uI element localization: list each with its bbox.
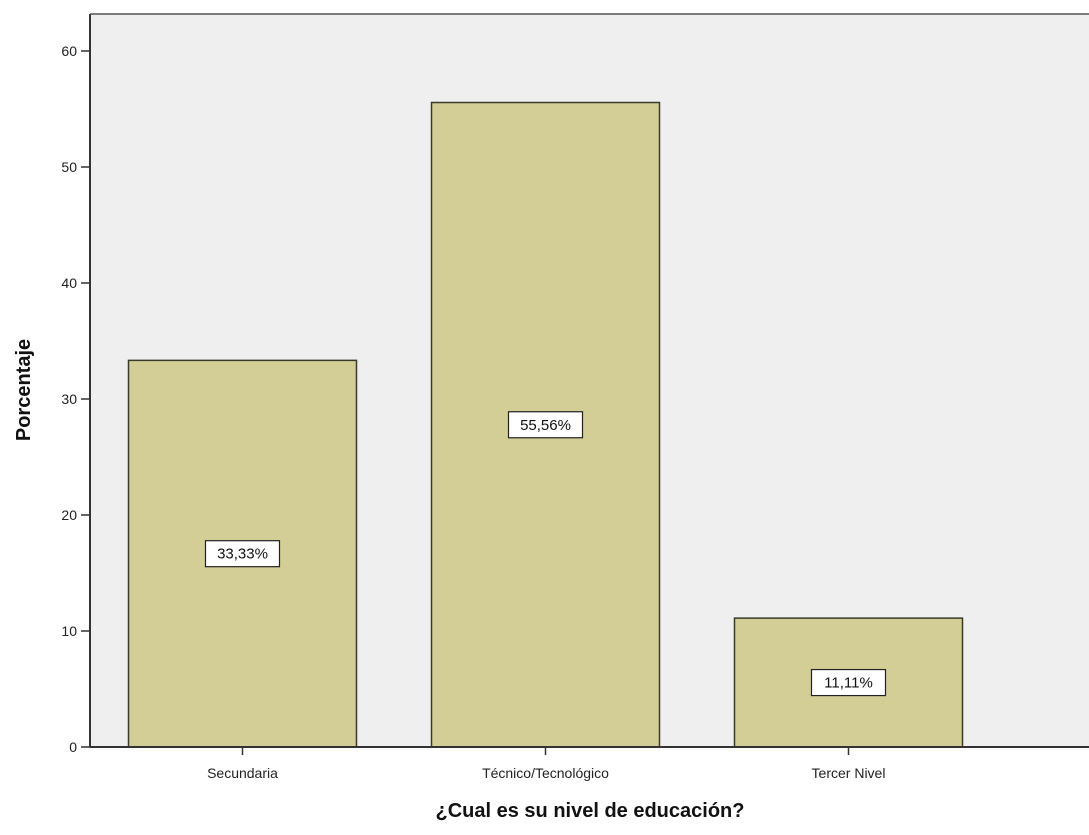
y-tick-label: 10: [61, 623, 77, 639]
x-ticks: Secundaria Técnico/Tecnológico Tercer Nive…: [207, 747, 885, 781]
data-label: 33,33%: [204, 540, 281, 568]
x-axis-title: ¿Cual es su nivel de educación?: [436, 800, 745, 822]
data-label-box: [810, 668, 887, 697]
x-tick-label: Secundaria: [207, 765, 278, 781]
data-label-text: 33,33%: [217, 546, 268, 563]
data-label: 55,56%: [507, 411, 584, 439]
data-label-text: 11,11%: [824, 675, 873, 692]
x-tick-label: Técnico/Tecnológico: [482, 765, 609, 781]
y-tick-label: 60: [61, 43, 77, 59]
data-label-text: 55,56%: [520, 417, 571, 434]
data-label-box: [507, 411, 584, 439]
y-tick-label: 50: [61, 159, 77, 175]
y-tick-label: 40: [61, 275, 77, 291]
axes-layer: [89, 13, 1089, 748]
y-tick-label: 30: [61, 391, 77, 407]
data-labels-layer: 33,33% 55,56% 11,11%: [204, 411, 887, 697]
y-axis-title: Porcentaje: [13, 339, 35, 441]
data-label-box: [204, 540, 281, 568]
y-tick-label: 20: [61, 507, 77, 523]
y-ticks: 0 10 20 30 40 50 60: [61, 43, 90, 755]
x-tick-label: Tercer Nivel: [812, 765, 886, 781]
data-label: 11,11%: [810, 668, 887, 697]
y-tick-label: 0: [69, 739, 77, 755]
